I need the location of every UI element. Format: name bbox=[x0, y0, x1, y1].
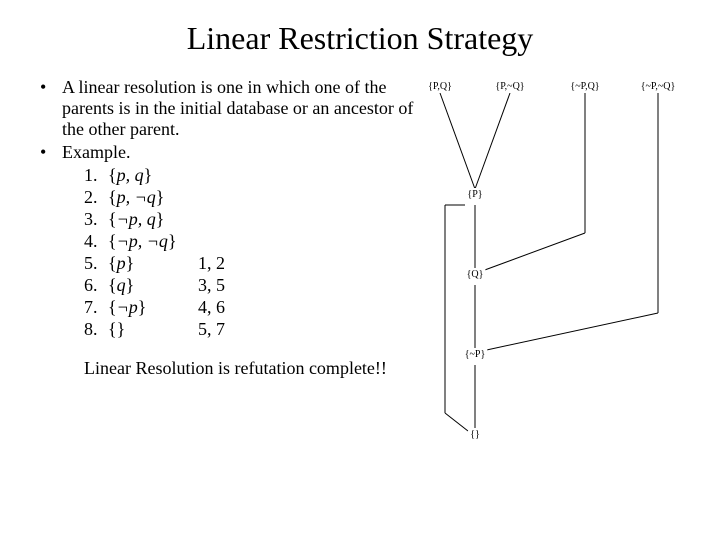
bullet-2-text: Example. bbox=[62, 142, 420, 163]
bullet-marker: • bbox=[40, 77, 62, 140]
step-6: 6. {q} 3, 5 bbox=[84, 275, 420, 296]
step-num: 1. bbox=[84, 165, 108, 186]
tree-edge bbox=[482, 233, 585, 271]
step-clause: {¬p, q} bbox=[108, 209, 198, 230]
tree-edge bbox=[445, 413, 468, 431]
step-5: 5. {p} 1, 2 bbox=[84, 253, 420, 274]
tree-node-label: {P,Q} bbox=[428, 81, 452, 92]
step-just bbox=[198, 165, 238, 186]
resolution-tree-diagram: {P,Q} {P,~Q} {~P,Q} {~P,~Q} {P} {Q} {~P} {} bbox=[420, 77, 680, 447]
tree-node-label: {Q} bbox=[467, 269, 484, 280]
step-num: 5. bbox=[84, 253, 108, 274]
step-clause: {} bbox=[108, 319, 198, 340]
step-just bbox=[198, 187, 238, 208]
tree-node-label: {P,~Q} bbox=[495, 81, 524, 92]
step-num: 4. bbox=[84, 231, 108, 252]
tree-node-label: {P} bbox=[467, 189, 482, 200]
step-just bbox=[198, 231, 238, 252]
step-clause: {p, q} bbox=[108, 165, 198, 186]
tree-edge bbox=[482, 313, 658, 351]
tree-node-label: {} bbox=[470, 429, 480, 440]
step-num: 3. bbox=[84, 209, 108, 230]
tree-edge bbox=[440, 93, 475, 189]
proof-steps: 1. {p, q} 2. {p, ¬q} 3. {¬p, q} 4. {¬p, … bbox=[84, 165, 420, 340]
step-just: 4, 6 bbox=[198, 297, 238, 318]
tree-node-label: {~P,Q} bbox=[570, 81, 599, 92]
content-area: • A linear resolution is one in which on… bbox=[40, 77, 680, 452]
step-7: 7. {¬p} 4, 6 bbox=[84, 297, 420, 318]
step-8: 8. {} 5, 7 bbox=[84, 319, 420, 340]
step-4: 4. {¬p, ¬q} bbox=[84, 231, 420, 252]
step-clause: {q} bbox=[108, 275, 198, 296]
footer-note: Linear Resolution is refutation complete… bbox=[84, 358, 420, 379]
step-just: 5, 7 bbox=[198, 319, 238, 340]
bullet-marker: • bbox=[40, 142, 62, 163]
text-column: • A linear resolution is one in which on… bbox=[40, 77, 420, 452]
diagram-column: {P,Q} {P,~Q} {~P,Q} {~P,~Q} {P} {Q} {~P} {} bbox=[420, 77, 680, 452]
tree-node-label: {~P,~Q} bbox=[641, 81, 676, 92]
step-just: 1, 2 bbox=[198, 253, 238, 274]
step-clause: {p, ¬q} bbox=[108, 187, 198, 208]
bullet-1: • A linear resolution is one in which on… bbox=[40, 77, 420, 140]
step-clause: {¬p, ¬q} bbox=[108, 231, 198, 252]
tree-edge bbox=[475, 93, 510, 189]
step-2: 2. {p, ¬q} bbox=[84, 187, 420, 208]
step-1: 1. {p, q} bbox=[84, 165, 420, 186]
step-num: 6. bbox=[84, 275, 108, 296]
step-clause: {¬p} bbox=[108, 297, 198, 318]
step-clause: {p} bbox=[108, 253, 198, 274]
step-num: 7. bbox=[84, 297, 108, 318]
step-num: 8. bbox=[84, 319, 108, 340]
step-3: 3. {¬p, q} bbox=[84, 209, 420, 230]
slide-title: Linear Restriction Strategy bbox=[40, 20, 680, 57]
step-just: 3, 5 bbox=[198, 275, 238, 296]
tree-node-label: {~P} bbox=[465, 349, 486, 360]
step-just bbox=[198, 209, 238, 230]
bullet-2: • Example. bbox=[40, 142, 420, 163]
step-num: 2. bbox=[84, 187, 108, 208]
bullet-1-text: A linear resolution is one in which one … bbox=[62, 77, 420, 140]
